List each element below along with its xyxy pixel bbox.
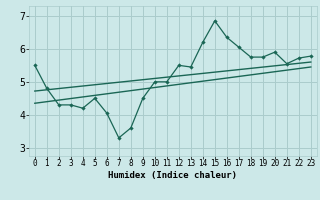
X-axis label: Humidex (Indice chaleur): Humidex (Indice chaleur) [108,171,237,180]
